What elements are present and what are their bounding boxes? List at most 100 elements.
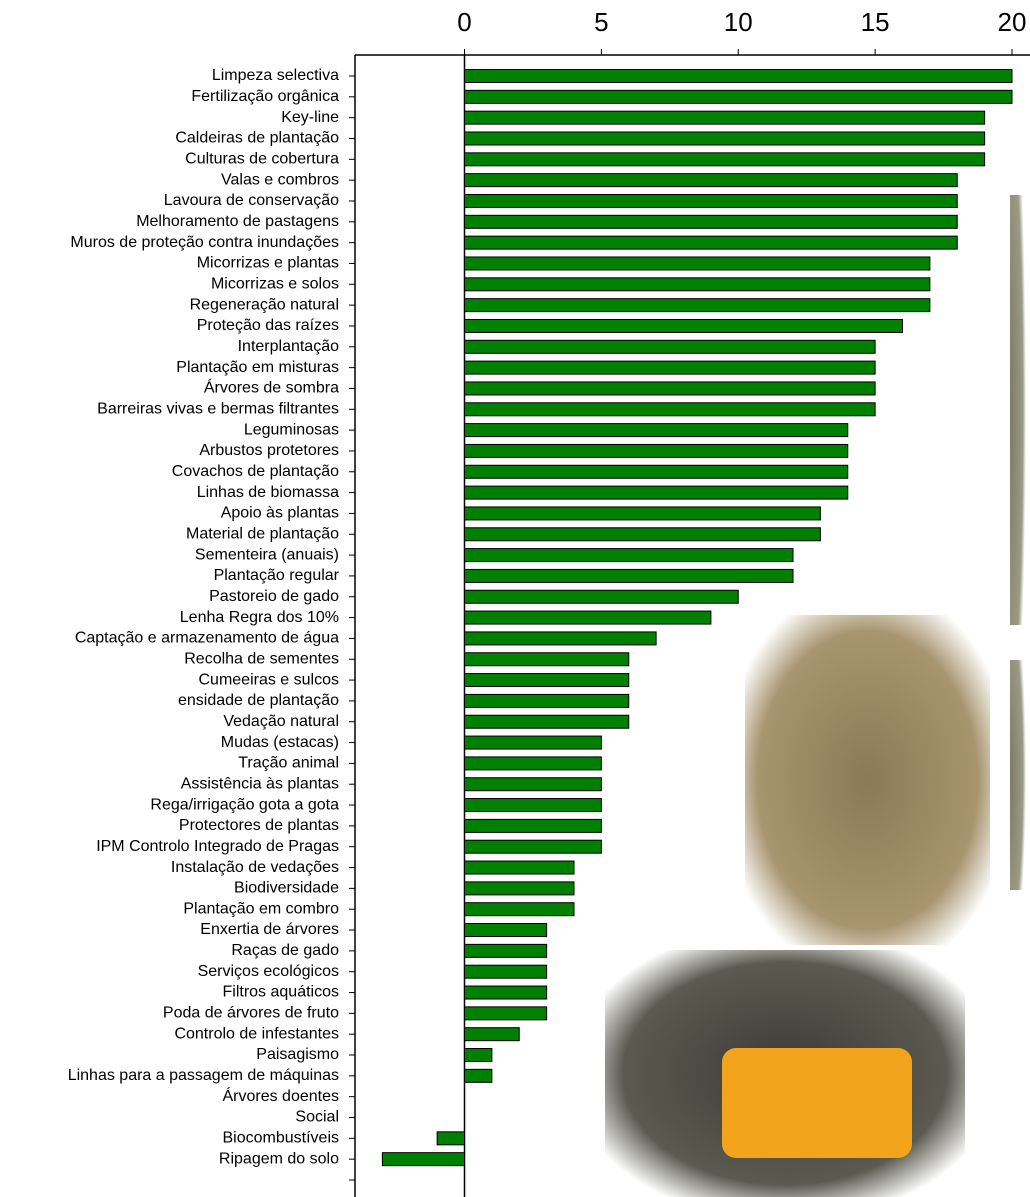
- bar: [465, 611, 711, 624]
- bar: [465, 153, 985, 166]
- photo: [745, 615, 990, 945]
- y-tick-label: Árvores doentes: [222, 1086, 339, 1105]
- y-tick-label: Linhas para a passagem de máquinas: [68, 1067, 339, 1084]
- bar: [437, 1132, 464, 1145]
- y-tick-label: Plantação em misturas: [176, 359, 339, 376]
- y-tick-label: Micorrizas e plantas: [197, 255, 339, 272]
- bar: [465, 903, 575, 916]
- y-tick-label: Enxertia de árvores: [200, 921, 339, 938]
- y-tick-label: Culturas de cobertura: [185, 151, 339, 168]
- y-tick-label: Limpeza selectiva: [212, 67, 339, 84]
- y-tick-label: Captação e armazenamento de água: [75, 630, 339, 647]
- bar: [465, 861, 575, 874]
- y-tick-label: Mudas (estacas): [221, 734, 339, 751]
- y-tick-label: Biocombustíveis: [223, 1130, 340, 1147]
- bar: [465, 653, 629, 666]
- x-tick-label: 10: [724, 7, 753, 37]
- y-tick-label: Muros de proteção contra inundações: [70, 234, 339, 251]
- bar: [465, 778, 602, 791]
- y-tick-label: Biodiversidade: [234, 880, 339, 897]
- y-tick-label: Plantação em combro: [183, 900, 339, 917]
- bar: [465, 736, 602, 749]
- y-tick-label: Lavoura de conservação: [164, 192, 339, 209]
- bar: [465, 986, 547, 999]
- y-tick-label: Barreiras vivas e bermas filtrantes: [97, 400, 339, 417]
- y-tick-label: Assistência às plantas: [181, 775, 339, 792]
- y-tick-label: Apoio às plantas: [221, 505, 339, 522]
- page: {"chart_data": {"type": "barh", "color":…: [0, 0, 1030, 1197]
- y-tick-label: Material de plantação: [186, 525, 339, 542]
- bar: [465, 590, 739, 603]
- y-tick-label: Sementeira (anuais): [195, 546, 339, 563]
- y-tick-label: ensidade de plantação: [178, 692, 339, 709]
- y-tick-label: Lenha Regra dos 10%: [180, 609, 339, 626]
- y-tick-label: Serviços ecológicos: [198, 963, 339, 980]
- y-tick-label: IPM Controlo Integrado de Pragas: [96, 838, 339, 855]
- bar: [465, 757, 602, 770]
- bar: [465, 236, 958, 249]
- y-tick-label: Plantação regular: [214, 567, 340, 584]
- x-tick-label: 0: [457, 7, 471, 37]
- bar: [465, 632, 657, 645]
- x-tick-label: 20: [998, 7, 1027, 37]
- photo-label: [722, 1048, 912, 1158]
- y-tick-label: Social: [295, 1109, 339, 1126]
- y-tick-label: Vedação natural: [223, 713, 339, 730]
- bar: [465, 257, 930, 270]
- y-tick-label: Melhoramento de pastagens: [136, 213, 339, 230]
- bar: [465, 465, 848, 478]
- y-tick-label: Valas e combros: [221, 171, 339, 188]
- y-tick-label: Caldeiras de plantação: [175, 130, 339, 147]
- y-tick-label: Tração animal: [238, 755, 339, 772]
- bar: [465, 549, 794, 562]
- y-tick-label: Paisagismo: [256, 1046, 339, 1063]
- bar: [465, 528, 821, 541]
- y-tick-label: Protectores de plantas: [179, 817, 339, 834]
- y-tick-label: Instalação de vedações: [171, 859, 339, 876]
- bar: [465, 90, 1013, 103]
- bar: [465, 361, 876, 374]
- y-tick-label: Pastoreio de gado: [209, 588, 339, 605]
- bar: [465, 840, 602, 853]
- bar: [465, 1049, 492, 1062]
- bar: [465, 194, 958, 207]
- photo: [1010, 660, 1030, 890]
- bar: [465, 507, 821, 520]
- bar: [465, 924, 547, 937]
- bar: [465, 1028, 520, 1041]
- y-tick-label: Cumeeiras e sulcos: [199, 671, 340, 688]
- x-tick-label: 5: [594, 7, 608, 37]
- x-tick-label: 15: [861, 7, 890, 37]
- y-tick-label: Covachos de plantação: [172, 463, 339, 480]
- y-tick-label: Poda de árvores de fruto: [163, 1005, 339, 1022]
- chart: 0 5 10 15 20 Limpeza selectiva Fertilização or…: [0, 0, 1030, 1197]
- bar: [465, 1069, 492, 1082]
- bar: [465, 715, 629, 728]
- bar: [465, 403, 876, 416]
- bar: [465, 319, 903, 332]
- bar: [465, 424, 848, 437]
- bar: [465, 486, 848, 499]
- y-tick-label: Recolha de sementes: [184, 650, 339, 667]
- bar: [465, 799, 602, 812]
- bar: [465, 694, 629, 707]
- y-tick-label: Árvores de sombra: [204, 378, 339, 397]
- bar: [465, 111, 985, 124]
- bar: [465, 944, 547, 957]
- bar: [465, 382, 876, 395]
- bar: [465, 569, 794, 582]
- y-tick-label: Linhas de biomassa: [197, 484, 339, 501]
- y-tick-label: Proteção das raízes: [197, 317, 339, 334]
- y-tick-label: Controlo de infestantes: [174, 1025, 339, 1042]
- y-tick-label: Rega/irrigação gota a gota: [150, 796, 339, 813]
- bar: [465, 278, 930, 291]
- bar: [465, 965, 547, 978]
- y-tick-label: Raças de gado: [231, 942, 339, 959]
- bar: [465, 444, 848, 457]
- y-tick-label: Fertilização orgânica: [191, 88, 339, 105]
- y-tick-label: Filtros aquáticos: [223, 984, 340, 1001]
- photo: [1010, 195, 1030, 625]
- y-tick-label: Arbustos protetores: [199, 442, 339, 459]
- y-tick-label: Key-line: [281, 109, 339, 126]
- bar: [465, 882, 575, 895]
